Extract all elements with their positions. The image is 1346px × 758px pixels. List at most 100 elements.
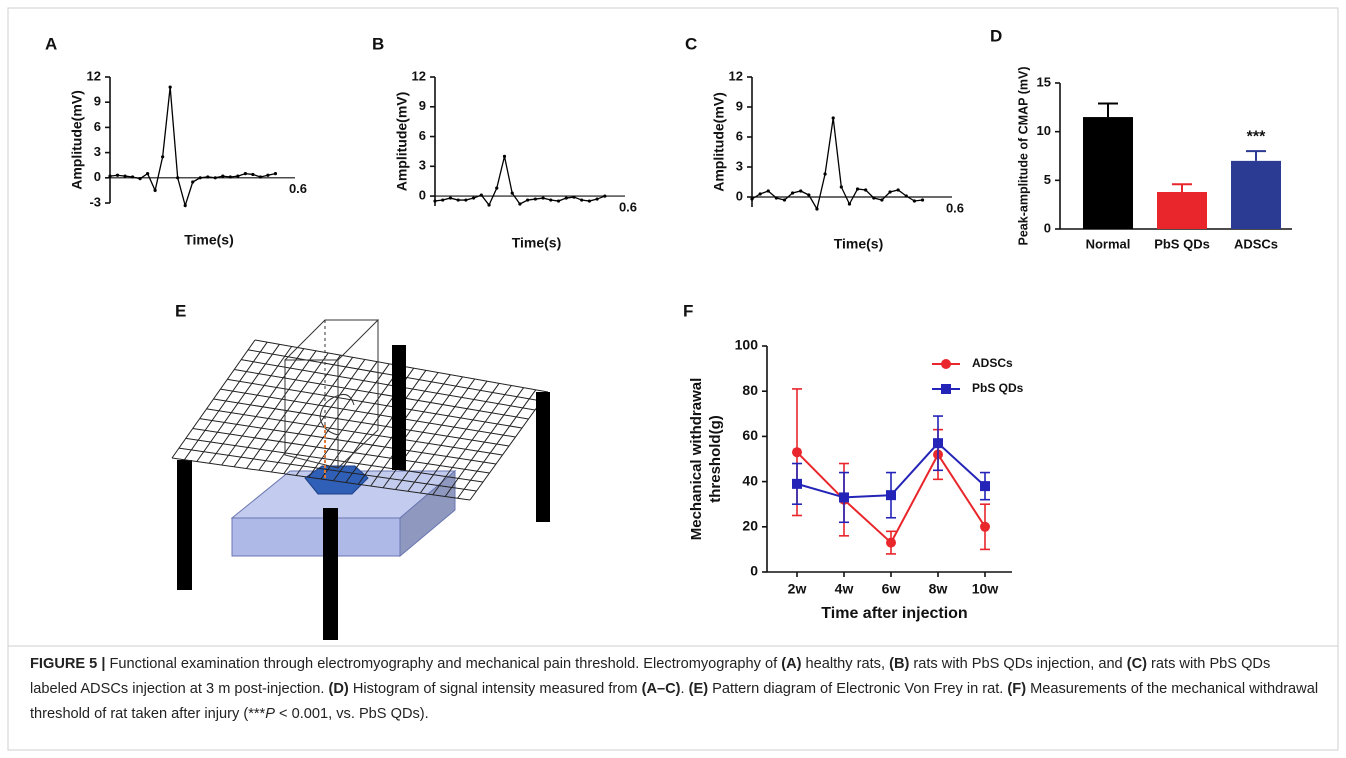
trace-point bbox=[243, 172, 247, 176]
trace-point bbox=[472, 196, 476, 200]
enclosure-edge bbox=[284, 319, 380, 469]
platform-front bbox=[231, 517, 401, 557]
trace-point bbox=[912, 199, 917, 203]
trace-point bbox=[880, 198, 884, 202]
trace-point bbox=[221, 174, 225, 178]
trace-point bbox=[904, 194, 908, 198]
y-axis-label: Peak-amplitude of CMAP (mV) bbox=[1016, 67, 1030, 246]
y-tick-label: 9 bbox=[736, 98, 743, 113]
caption-run: P bbox=[265, 706, 275, 722]
trace-point bbox=[146, 172, 150, 176]
legend-label: PbS QDs bbox=[972, 381, 1024, 395]
mesh-line bbox=[227, 378, 523, 429]
trace-point bbox=[758, 192, 762, 196]
caption-run: (C) bbox=[1126, 656, 1147, 672]
legend-label: ADSCs bbox=[972, 356, 1013, 370]
mesh-line bbox=[199, 418, 497, 465]
x-axis-label: Time(s) bbox=[184, 232, 234, 248]
trace-point bbox=[750, 197, 754, 201]
y-tick-label: 80 bbox=[742, 382, 758, 398]
trace-point bbox=[123, 174, 127, 178]
caption-run: (A–C) bbox=[641, 681, 681, 697]
trace-line bbox=[751, 117, 923, 211]
trace-point bbox=[872, 196, 876, 200]
caption-run: (D) bbox=[328, 681, 349, 697]
trace-point bbox=[847, 202, 852, 206]
y-tick-label: 20 bbox=[742, 518, 758, 534]
trace-point bbox=[564, 196, 568, 200]
trace-point bbox=[572, 195, 576, 199]
trace-point bbox=[888, 190, 892, 194]
trace-point bbox=[533, 197, 537, 201]
mesh-line bbox=[206, 408, 503, 456]
y-axis-label: Mechanical withdrawal bbox=[688, 378, 705, 541]
trace-point bbox=[502, 154, 507, 158]
y-tick-label: 0 bbox=[1044, 220, 1051, 235]
y-tick-label: 9 bbox=[419, 98, 426, 113]
trace-point bbox=[774, 196, 778, 200]
y-axis-label: Amplitude(mV) bbox=[69, 90, 85, 190]
caption-run: (B) bbox=[889, 656, 910, 672]
trace-point bbox=[556, 199, 561, 203]
x-tick-label: 4w bbox=[835, 581, 854, 597]
trace-point bbox=[108, 174, 112, 178]
y-tick-label: 12 bbox=[412, 68, 426, 83]
trace-point bbox=[236, 174, 240, 178]
trace-point bbox=[920, 198, 925, 202]
legend-marker bbox=[941, 359, 951, 369]
caption-run: (A) bbox=[781, 656, 802, 672]
y-tick-label: 5 bbox=[1044, 172, 1051, 187]
marker bbox=[980, 481, 990, 492]
caption-run: (E) bbox=[688, 681, 709, 697]
y-tick-label: 0 bbox=[736, 188, 743, 203]
x-tick-label: 2w bbox=[788, 581, 807, 597]
trace-point bbox=[228, 175, 232, 179]
trace-point bbox=[251, 172, 255, 177]
trace-point bbox=[541, 196, 545, 200]
y-tick-label: 6 bbox=[94, 119, 101, 134]
trace-point bbox=[896, 188, 900, 192]
y-tick-label: 40 bbox=[742, 472, 758, 488]
rat-sketch bbox=[319, 394, 355, 436]
y-tick-label: 15 bbox=[1037, 74, 1051, 89]
trace-point bbox=[168, 85, 172, 89]
marker bbox=[886, 537, 896, 548]
trace-point bbox=[273, 172, 278, 176]
y-axis-label: Amplitude(mV) bbox=[394, 92, 410, 192]
y-tick-label: 9 bbox=[94, 94, 101, 109]
y-tick-label: 100 bbox=[735, 337, 759, 353]
y-axis-label: threshold(g) bbox=[707, 415, 724, 503]
y-tick-label: 0 bbox=[94, 169, 101, 184]
caption-run: Histogram of signal intensity measured f… bbox=[348, 681, 642, 697]
y-tick-label: 10 bbox=[1037, 123, 1051, 138]
y-tick-label: 0 bbox=[750, 563, 758, 579]
caption-run: healthy rats, bbox=[801, 656, 890, 672]
trace-point bbox=[799, 189, 803, 193]
trace-point bbox=[855, 187, 860, 191]
panel-label: E bbox=[175, 301, 186, 320]
x-tick-label: 0.6 bbox=[619, 200, 637, 215]
x-tick-label: ADSCs bbox=[1234, 236, 1278, 251]
mesh-line bbox=[234, 369, 529, 420]
mesh-line bbox=[185, 437, 484, 483]
marker bbox=[839, 492, 849, 503]
trace-point bbox=[433, 199, 437, 203]
x-axis-label: Time(s) bbox=[834, 236, 884, 252]
bar bbox=[1157, 192, 1207, 229]
mesh bbox=[171, 339, 549, 501]
figure-border bbox=[7, 7, 1339, 751]
trace-point bbox=[580, 198, 584, 202]
table-leg bbox=[177, 460, 192, 590]
mesh-line bbox=[178, 447, 477, 492]
y-tick-label: 3 bbox=[736, 158, 743, 173]
enclosure bbox=[284, 319, 380, 469]
bar bbox=[1083, 117, 1133, 229]
bar bbox=[1231, 160, 1281, 229]
y-tick-label: 12 bbox=[87, 68, 101, 83]
mesh-line bbox=[192, 428, 490, 474]
marker bbox=[792, 478, 802, 489]
x-tick-label: 6w bbox=[882, 581, 901, 597]
enclosure-edge bbox=[337, 320, 379, 469]
